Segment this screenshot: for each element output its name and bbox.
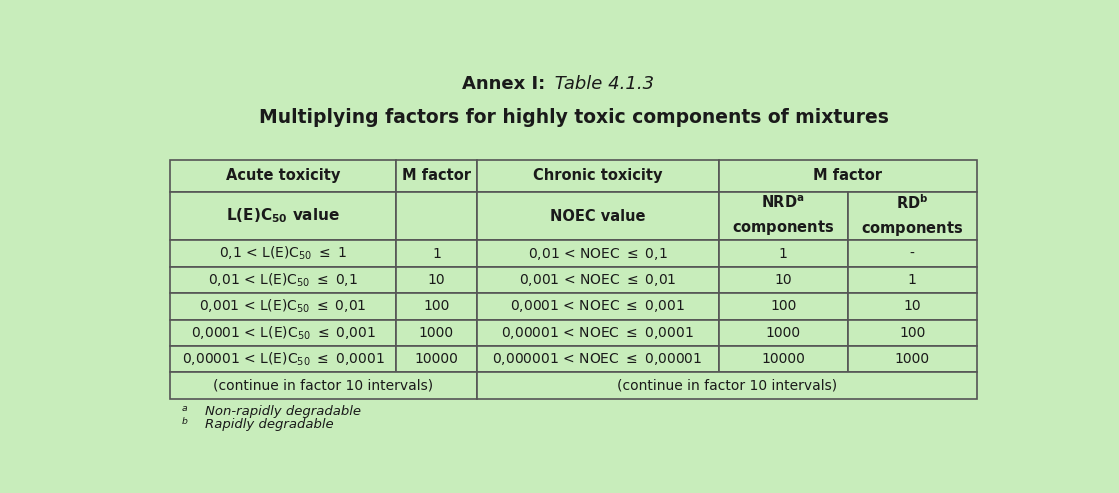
Text: Annex I:: Annex I: [462,75,546,93]
Bar [170,319,396,346]
Bar [170,346,396,373]
Text: 0,001 < NOEC $\leq$ 0,01: 0,001 < NOEC $\leq$ 0,01 [519,272,676,288]
Text: Rapidly degradable: Rapidly degradable [205,418,333,431]
Text: $\mathbf{NRD^{a}}$
$\mathbf{components}$: $\mathbf{NRD^{a}}$ $\mathbf{components}$ [732,195,835,237]
Text: M factor: M factor [814,168,882,183]
Text: (continue in factor 10 intervals): (continue in factor 10 intervals) [617,379,837,393]
Text: 10: 10 [427,273,445,287]
Bar [718,192,848,241]
Bar [477,241,718,267]
Bar [848,319,977,346]
Text: 1: 1 [908,273,916,287]
Text: 0,001 < L(E)C$_{50}$ $\leq$ 0,01: 0,001 < L(E)C$_{50}$ $\leq$ 0,01 [199,298,367,315]
Text: 1000: 1000 [419,326,454,340]
Text: Multiplying factors for highly toxic components of mixtures: Multiplying factors for highly toxic com… [258,108,888,128]
Bar [848,346,977,373]
Bar [396,241,477,267]
Bar [477,293,718,319]
Text: 0,01 < L(E)C$_{50}$ $\leq$ 0,1: 0,01 < L(E)C$_{50}$ $\leq$ 0,1 [208,271,358,289]
Text: 1: 1 [779,246,788,261]
Text: 100: 100 [770,299,797,314]
Text: $^{a}$: $^{a}$ [181,405,189,418]
Text: (continue in factor 10 intervals): (continue in factor 10 intervals) [214,379,433,393]
Bar [848,267,977,293]
Text: 100: 100 [899,326,925,340]
Bar [396,192,477,241]
Bar [170,241,396,267]
Bar [718,241,848,267]
Text: Table 4.1.3: Table 4.1.3 [549,75,655,93]
Bar [718,267,848,293]
Bar [848,192,977,241]
Text: 0,1 < L(E)C$_{50}$ $\leq$ 1: 0,1 < L(E)C$_{50}$ $\leq$ 1 [219,245,347,262]
Text: 100: 100 [423,299,450,314]
Text: M factor: M factor [402,168,471,183]
Bar [477,267,718,293]
Text: 0,00001 < L(E)C$_{50}$ $\leq$ 0,0001: 0,00001 < L(E)C$_{50}$ $\leq$ 0,0001 [181,351,385,368]
Text: 0,00001 < NOEC $\leq$ 0,0001: 0,00001 < NOEC $\leq$ 0,0001 [501,325,694,341]
Bar [170,160,396,192]
Text: Non-rapidly degradable: Non-rapidly degradable [205,405,361,418]
Text: 10000: 10000 [414,352,459,366]
Bar [718,293,848,319]
Bar [477,346,718,373]
Text: NOEC value: NOEC value [549,209,646,223]
Text: Acute toxicity: Acute toxicity [226,168,340,183]
Bar [477,192,718,241]
Bar [396,267,477,293]
Text: 10000: 10000 [761,352,805,366]
Bar [477,160,718,192]
Bar [396,346,477,373]
Bar [170,373,477,399]
Text: $\mathbf{RD^{b}}$
$\mathbf{components}$: $\mathbf{RD^{b}}$ $\mathbf{components}$ [862,194,963,239]
Text: 1000: 1000 [895,352,930,366]
Bar [170,267,396,293]
Bar [170,293,396,319]
Bar [477,373,977,399]
Text: 10: 10 [774,273,792,287]
Text: Chronic toxicity: Chronic toxicity [533,168,662,183]
Text: 0,01 < NOEC $\leq$ 0,1: 0,01 < NOEC $\leq$ 0,1 [528,246,668,262]
Bar [848,293,977,319]
Bar [718,160,977,192]
Text: -: - [910,246,914,261]
Text: 10: 10 [903,299,921,314]
Bar [170,192,396,241]
Text: $^{b}$: $^{b}$ [181,418,189,431]
Text: 1000: 1000 [765,326,801,340]
Text: 0,0001 < NOEC $\leq$ 0,001: 0,0001 < NOEC $\leq$ 0,001 [510,298,685,315]
Bar [848,241,977,267]
Bar [396,293,477,319]
Text: 0,0001 < L(E)C$_{50}$ $\leq$ 0,001: 0,0001 < L(E)C$_{50}$ $\leq$ 0,001 [190,324,376,342]
Bar [718,319,848,346]
Text: $\mathbf{L(E)C_{50}}$ value: $\mathbf{L(E)C_{50}}$ value [226,207,340,225]
Bar [718,346,848,373]
Bar [477,319,718,346]
Bar [396,319,477,346]
Text: 0,000001 < NOEC $\leq$ 0,00001: 0,000001 < NOEC $\leq$ 0,00001 [492,352,703,367]
Bar [396,160,477,192]
Text: 1: 1 [432,246,441,261]
